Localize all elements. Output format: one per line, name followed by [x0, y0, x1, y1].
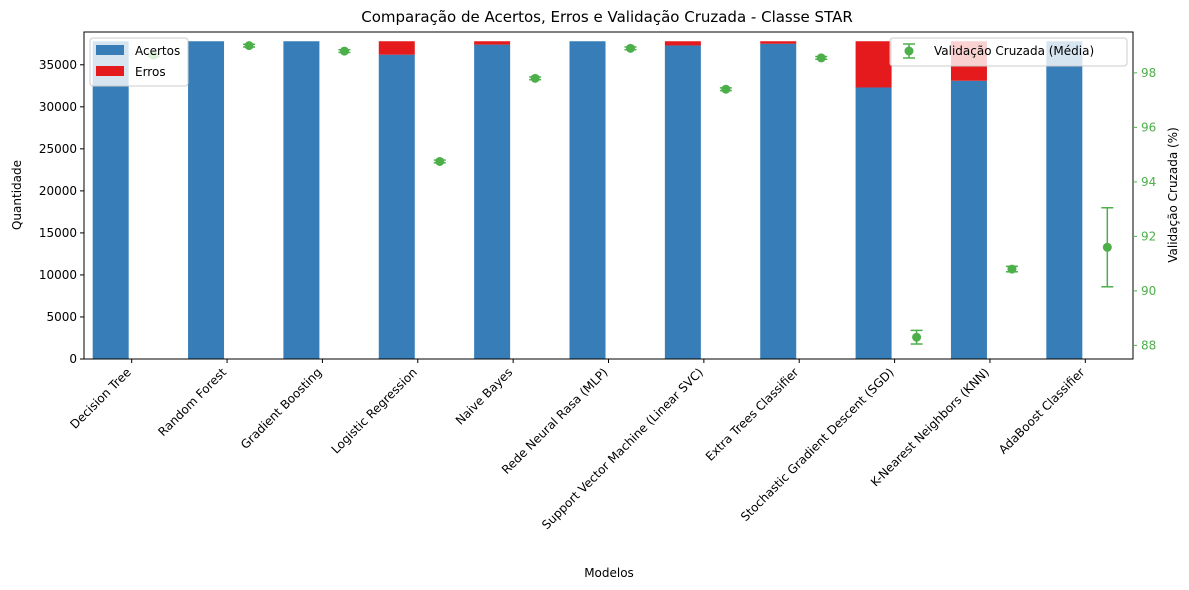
cv-point — [1102, 242, 1112, 252]
cv-point — [626, 43, 635, 53]
cv-point — [530, 73, 540, 83]
x-tick-label: Rede Neural Rasa (MLP) — [499, 365, 611, 477]
bar-acertos — [92, 41, 129, 359]
y2-tick-label: 98 — [1141, 66, 1156, 80]
bar-erros — [378, 41, 415, 55]
legend-left: Acertos Erros — [89, 37, 189, 87]
bar-acertos — [569, 41, 606, 359]
legend-label: Validação Cruzada (Média) — [934, 44, 1094, 58]
bar-erros — [855, 41, 892, 88]
chart-title: Comparação de Acertos, Erros e Validação… — [361, 8, 853, 26]
bar-acertos — [855, 87, 892, 360]
cv-point — [816, 53, 826, 63]
x-tick-label: Support Vector Machine (Linear SVC) — [539, 365, 706, 532]
cv-point — [435, 156, 445, 166]
y2-tick-label: 90 — [1141, 284, 1156, 298]
y-tick-label: 20000 — [39, 184, 77, 198]
legend-label: Acertos — [135, 44, 180, 58]
y2-axis-label: Validação Cruzada (%) — [1166, 127, 1180, 263]
cv-point — [339, 46, 349, 56]
bar-acertos — [664, 45, 701, 360]
bar-acertos — [283, 41, 320, 359]
x-tick-label: Stochastic Gradient Descent (SGD) — [738, 365, 897, 524]
y-axis-label: Quantidade — [10, 160, 24, 230]
x-tick-label: Naive Bayes — [453, 365, 515, 427]
cv-point — [244, 41, 254, 51]
y-tick-label: 5000 — [46, 310, 77, 324]
cv-point — [721, 84, 731, 94]
x-tick-label: Random Forest — [155, 365, 229, 439]
y-tick-label: 35000 — [39, 58, 77, 72]
y-tick-label: 0 — [69, 352, 77, 366]
y2-tick-label: 96 — [1141, 120, 1156, 134]
bar-acertos — [188, 41, 225, 359]
bar-acertos — [474, 44, 511, 359]
bars-layer — [92, 41, 1083, 360]
bar-acertos — [1046, 41, 1083, 359]
legend-swatch — [96, 45, 124, 55]
cv-point — [1007, 264, 1017, 274]
x-tick-label: Decision Tree — [67, 365, 133, 431]
bar-erros — [760, 41, 797, 44]
legend-marker — [904, 46, 914, 56]
y-tick-label: 15000 — [39, 226, 77, 240]
y-tick-label: 10000 — [39, 268, 77, 282]
cv-point — [912, 332, 922, 342]
y2-tick-label: 94 — [1141, 175, 1156, 189]
x-tick-label: Extra Trees Classifier — [703, 365, 802, 464]
x-axis-label: Modelos — [584, 566, 634, 580]
y-tick-label: 30000 — [39, 100, 77, 114]
bar-erros — [664, 41, 701, 46]
bar-acertos — [760, 43, 797, 359]
x-tick-label: Logistic Regression — [329, 365, 420, 456]
legend-swatch — [96, 66, 124, 76]
legend-right-box — [889, 37, 1128, 67]
x-tick-label: Gradient Boosting — [238, 365, 325, 452]
bar-acertos — [950, 80, 987, 359]
bar-erros — [474, 41, 511, 45]
bar-acertos — [378, 54, 415, 360]
legend-label: Erros — [135, 65, 166, 79]
y-tick-label: 25000 — [39, 142, 77, 156]
legend-right: Validação Cruzada (Média) — [889, 37, 1128, 67]
y2-tick-label: 88 — [1141, 338, 1156, 352]
x-tick-label: AdaBoost Classifier — [996, 365, 1088, 457]
y2-tick-label: 92 — [1141, 229, 1156, 243]
